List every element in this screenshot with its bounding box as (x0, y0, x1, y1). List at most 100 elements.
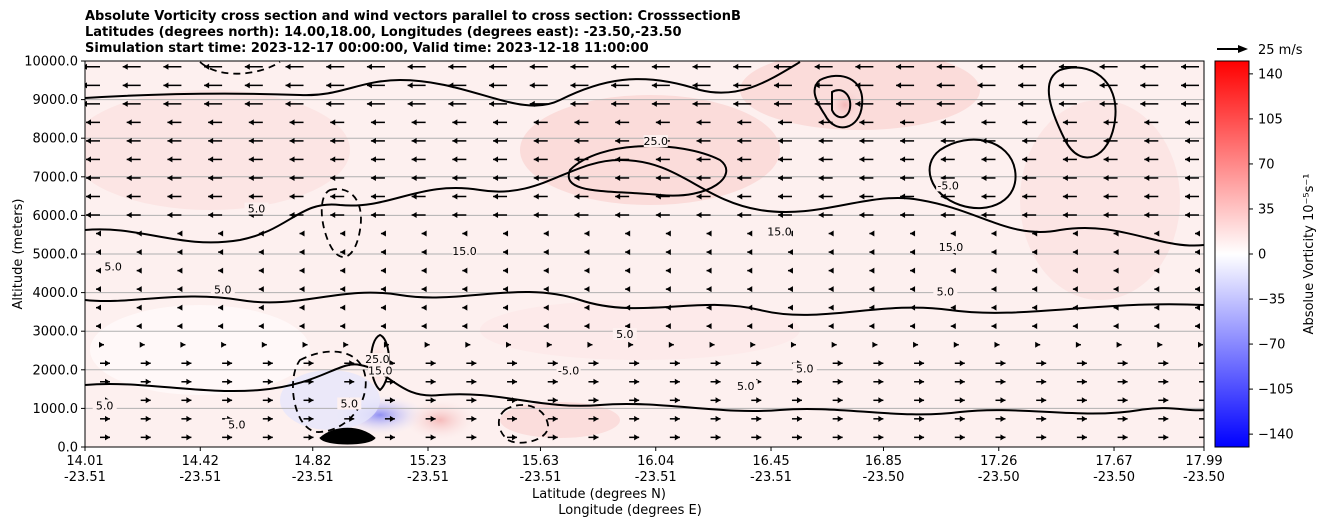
wind-vector-head (503, 323, 509, 330)
wind-vector-head (1000, 378, 1006, 385)
wind-vector-head (859, 156, 865, 163)
wind-vector-head (343, 341, 349, 348)
wind-vector-head (163, 100, 169, 107)
wind-vector-head (258, 267, 264, 274)
contour-label-bg (368, 364, 393, 377)
wind-vector-head (543, 286, 549, 293)
wind-vector-head (258, 230, 264, 237)
wind-vector-head (244, 82, 250, 89)
wind-vector-head (706, 230, 712, 237)
wind-vector-head (1041, 397, 1047, 404)
wind-vector-head (145, 360, 151, 367)
wind-vector-head (389, 378, 395, 385)
wind-vector-head (1140, 82, 1146, 89)
wind-vector-head (706, 286, 712, 293)
wind-vector-head (709, 341, 715, 348)
wind-vector-head (1154, 267, 1160, 274)
wind-vector-head (340, 230, 346, 237)
wind-vector-head (615, 193, 621, 200)
wind-vector-head (411, 193, 417, 200)
wind-vector-head (593, 360, 599, 367)
wind-vector-head (1140, 63, 1146, 70)
wind-vector-head (186, 434, 192, 441)
wind-vector-head (145, 378, 151, 385)
wind-vector-head (837, 434, 843, 441)
wind-vector-head (1204, 379, 1209, 385)
wind-vector-head (145, 397, 151, 404)
wind-vector-head (448, 82, 454, 89)
wind-vector-head (267, 360, 273, 367)
contour-label: 5.0 (796, 363, 814, 376)
y-tick-label: 5000.0 (33, 248, 79, 263)
wind-vector-head (529, 63, 535, 70)
wind-vector-head (747, 267, 753, 274)
wind-vector-head (99, 341, 104, 348)
contour-label: 5.0 (96, 399, 114, 412)
vorticity-contours (85, 61, 1204, 445)
wind-vector-head (411, 174, 417, 181)
x-tick-label-lon: -23.51 (292, 470, 334, 485)
wind-vector-head (790, 341, 796, 348)
wind-vector-head (552, 378, 558, 385)
wind-vector-head (787, 286, 793, 293)
wind-vector-head (747, 230, 753, 237)
wind-vector-head (910, 304, 916, 311)
wind-vector-head (1163, 378, 1169, 385)
wind-vector-head (611, 100, 617, 107)
wind-vector-head (136, 249, 142, 256)
wind-vector-head (950, 304, 956, 311)
wind-vector-head (96, 286, 101, 293)
wind-vector-head (136, 286, 142, 293)
wind-vector-head (574, 212, 580, 219)
wind-vector-head (737, 119, 743, 126)
y-tick-label: 6000.0 (33, 209, 79, 224)
wind-vectors (85, 63, 1209, 441)
wind-vector-head (1081, 360, 1087, 367)
wind-vector-head (570, 82, 576, 89)
wind-vector-head (512, 434, 518, 441)
wind-vector-head (991, 249, 997, 256)
wind-vector-head (1195, 286, 1200, 293)
x-tick-label-lat: 14.01 (66, 454, 103, 469)
wind-vector-head (1032, 230, 1038, 237)
wind-vector-head (1154, 304, 1160, 311)
x-tick-label-lon: -23.50 (1183, 470, 1225, 485)
colorbar-gradient (1214, 60, 1250, 448)
wind-vector-head (448, 63, 454, 70)
wind-vector-head (1116, 341, 1122, 348)
wind-vector-head (787, 323, 793, 330)
wind-vector-head (837, 415, 843, 422)
wind-vector-head (991, 323, 997, 330)
wind-vector-head (421, 249, 427, 256)
wind-vector-head (503, 286, 509, 293)
wind-vector-head (1018, 82, 1024, 89)
wind-vector-head (177, 323, 183, 330)
wind-vector-head (787, 304, 793, 311)
wind-vector-head (471, 415, 477, 422)
wind-vector-head (777, 193, 783, 200)
wind-vector-head (878, 415, 884, 422)
wind-vector-head (289, 156, 295, 163)
wind-vector-head (308, 434, 314, 441)
wind-vector-head (267, 378, 273, 385)
wind-vector-head (330, 137, 336, 144)
wind-vector-head (302, 341, 308, 348)
wind-vector-head (543, 267, 549, 274)
wind-vector-head (1157, 341, 1163, 348)
wind-vector-head (896, 63, 902, 70)
wind-vector-head (611, 82, 617, 89)
wind-vector-head (204, 63, 210, 70)
x-tick-label-lon: -23.51 (635, 470, 677, 485)
wind-vector-head (1032, 286, 1038, 293)
wind-vector-head (1122, 415, 1128, 422)
wind-vector-head (204, 100, 210, 107)
wind-vector-head (773, 100, 779, 107)
wind-vector-head (1018, 100, 1024, 107)
x-tick-label-lat: 15.23 (409, 454, 446, 469)
wind-vector-head (96, 267, 101, 274)
wind-vector-head (706, 249, 712, 256)
wind-vector-head (167, 137, 173, 144)
wind-vector-head (814, 100, 820, 107)
wind-vector-head (940, 212, 946, 219)
wind-vector-head (977, 63, 983, 70)
